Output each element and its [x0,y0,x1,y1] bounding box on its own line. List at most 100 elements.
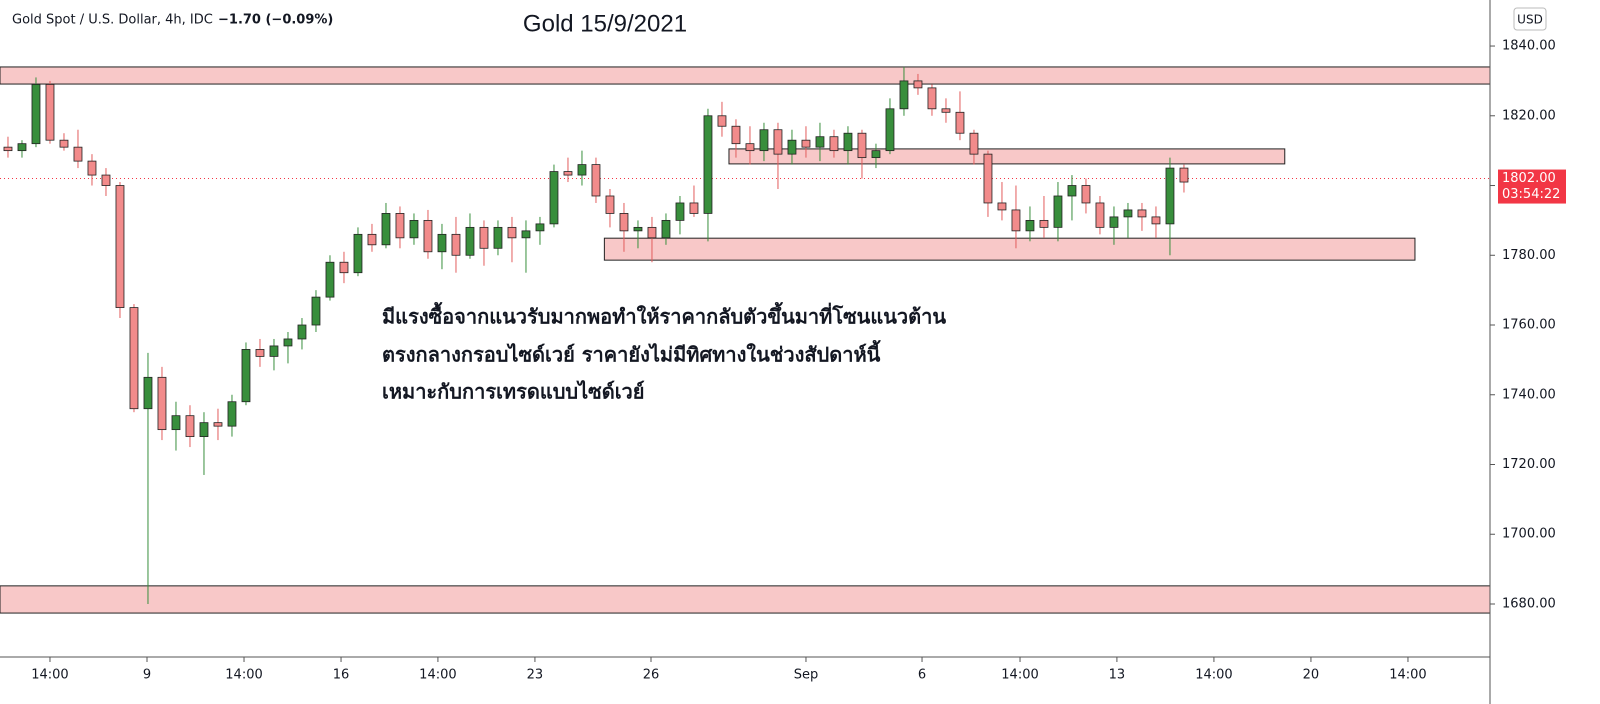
candle-body [1053,195,1063,228]
candle-body [997,202,1007,211]
chart-title: Gold 15/9/2021 [523,10,687,37]
y-tick-label: 1700.00 [1502,527,1556,542]
change-label: −1.70 (−0.09%) [218,13,333,28]
candle-body [465,226,475,256]
candle-body [507,226,517,239]
annotation: ตรงกลางกรอบไซด์เวย์ ราคายังไม่มีทิศทางใน… [382,340,882,367]
candle-body [325,261,335,298]
candle-body [969,132,979,155]
candle-body [283,338,293,347]
candle-body [1081,185,1091,204]
x-tick-label: 14:00 [1195,668,1232,683]
candle-body [577,164,587,176]
candle-body [1067,185,1077,197]
candle-body [423,219,433,253]
candle-body [815,136,825,148]
candle-body [913,80,923,89]
candle-body [171,415,181,431]
y-tick-label: 1780.00 [1502,248,1556,263]
plot-area [0,66,1491,614]
y-tick-label: 1840.00 [1502,39,1556,54]
candle-body [1137,209,1147,218]
candle-body [661,219,671,239]
candle-body [717,115,727,127]
last-price-label: 1802.00 [1502,171,1556,186]
candle-body [941,108,951,113]
candle-body [17,143,27,152]
candle-body [101,174,111,186]
currency-box[interactable] [1513,7,1547,31]
currency-label: USD [1517,13,1543,27]
candle-body [59,139,69,148]
zone [603,237,1416,261]
candle-body [31,83,41,145]
candle-body [591,164,601,197]
x-tick-label: Sep [794,668,819,683]
candle-body [983,153,993,204]
zone [728,148,1286,165]
annotation: เหมาะกับการเทรดแบบไซด์เวย์ [382,380,645,404]
candle-body [479,226,489,249]
x-tick-label: 9 [143,668,151,683]
x-tick-label: 14:00 [1389,668,1426,683]
candle-body [129,307,139,410]
last-price-box [1498,169,1566,204]
zone [0,585,1491,614]
candle-body [1109,216,1119,228]
y-tick-label: 1740.00 [1502,387,1556,402]
candle-body [745,143,755,152]
candle-body [381,213,391,246]
candle-body [1179,167,1189,183]
candle-body [73,146,83,162]
y-tick-label: 1720.00 [1502,457,1556,472]
candle-body [899,80,909,110]
candle-body [297,324,307,340]
candle-body [857,132,867,159]
candle-body [269,345,279,357]
x-tick-label: 6 [918,668,926,683]
y-tick-label: 1760.00 [1502,318,1556,333]
candle-body [255,349,265,357]
candle-body [45,83,55,141]
candle-body [227,401,237,427]
candle-body [115,185,125,308]
annotation: มีแรงซื้อจากแนวรับมากพอทำให้ราคากลับตัวข… [382,302,946,329]
candle-body [689,202,699,214]
x-tick-label: 14:00 [31,668,68,683]
candle-body [955,111,965,134]
candle-body [773,129,783,155]
x-tick-label: 14:00 [419,668,456,683]
candle-body [731,125,741,145]
candle-body [339,261,349,274]
symbol-label: Gold Spot / U.S. Dollar, 4h, IDC [12,13,213,28]
candle-body [703,115,713,214]
candle-body [213,422,223,427]
candle-body [633,226,643,232]
candle-body [367,233,377,246]
candle-body [759,129,769,152]
candle-body [199,422,209,438]
candle-body [395,213,405,239]
x-tick-label: 20 [1303,668,1320,683]
candle-body [885,108,895,152]
x-tick-label: 16 [333,668,350,683]
x-tick-label: 14:00 [225,668,262,683]
candle-body [1165,167,1175,225]
y-tick-label: 1680.00 [1502,596,1556,611]
candle-body [829,136,839,152]
candle-body [871,150,881,159]
candle-body [787,139,797,155]
candle-body [3,146,13,152]
candle-body [409,219,419,239]
candle-body [311,296,321,326]
candle-body [87,160,97,176]
candle-body [619,213,629,232]
candle-body [451,233,461,256]
candle-body [1123,209,1133,218]
candle-body [437,233,447,253]
candle-body [843,132,853,152]
candle-body [563,171,573,176]
candle-body [927,87,937,110]
candle-body [647,226,657,239]
